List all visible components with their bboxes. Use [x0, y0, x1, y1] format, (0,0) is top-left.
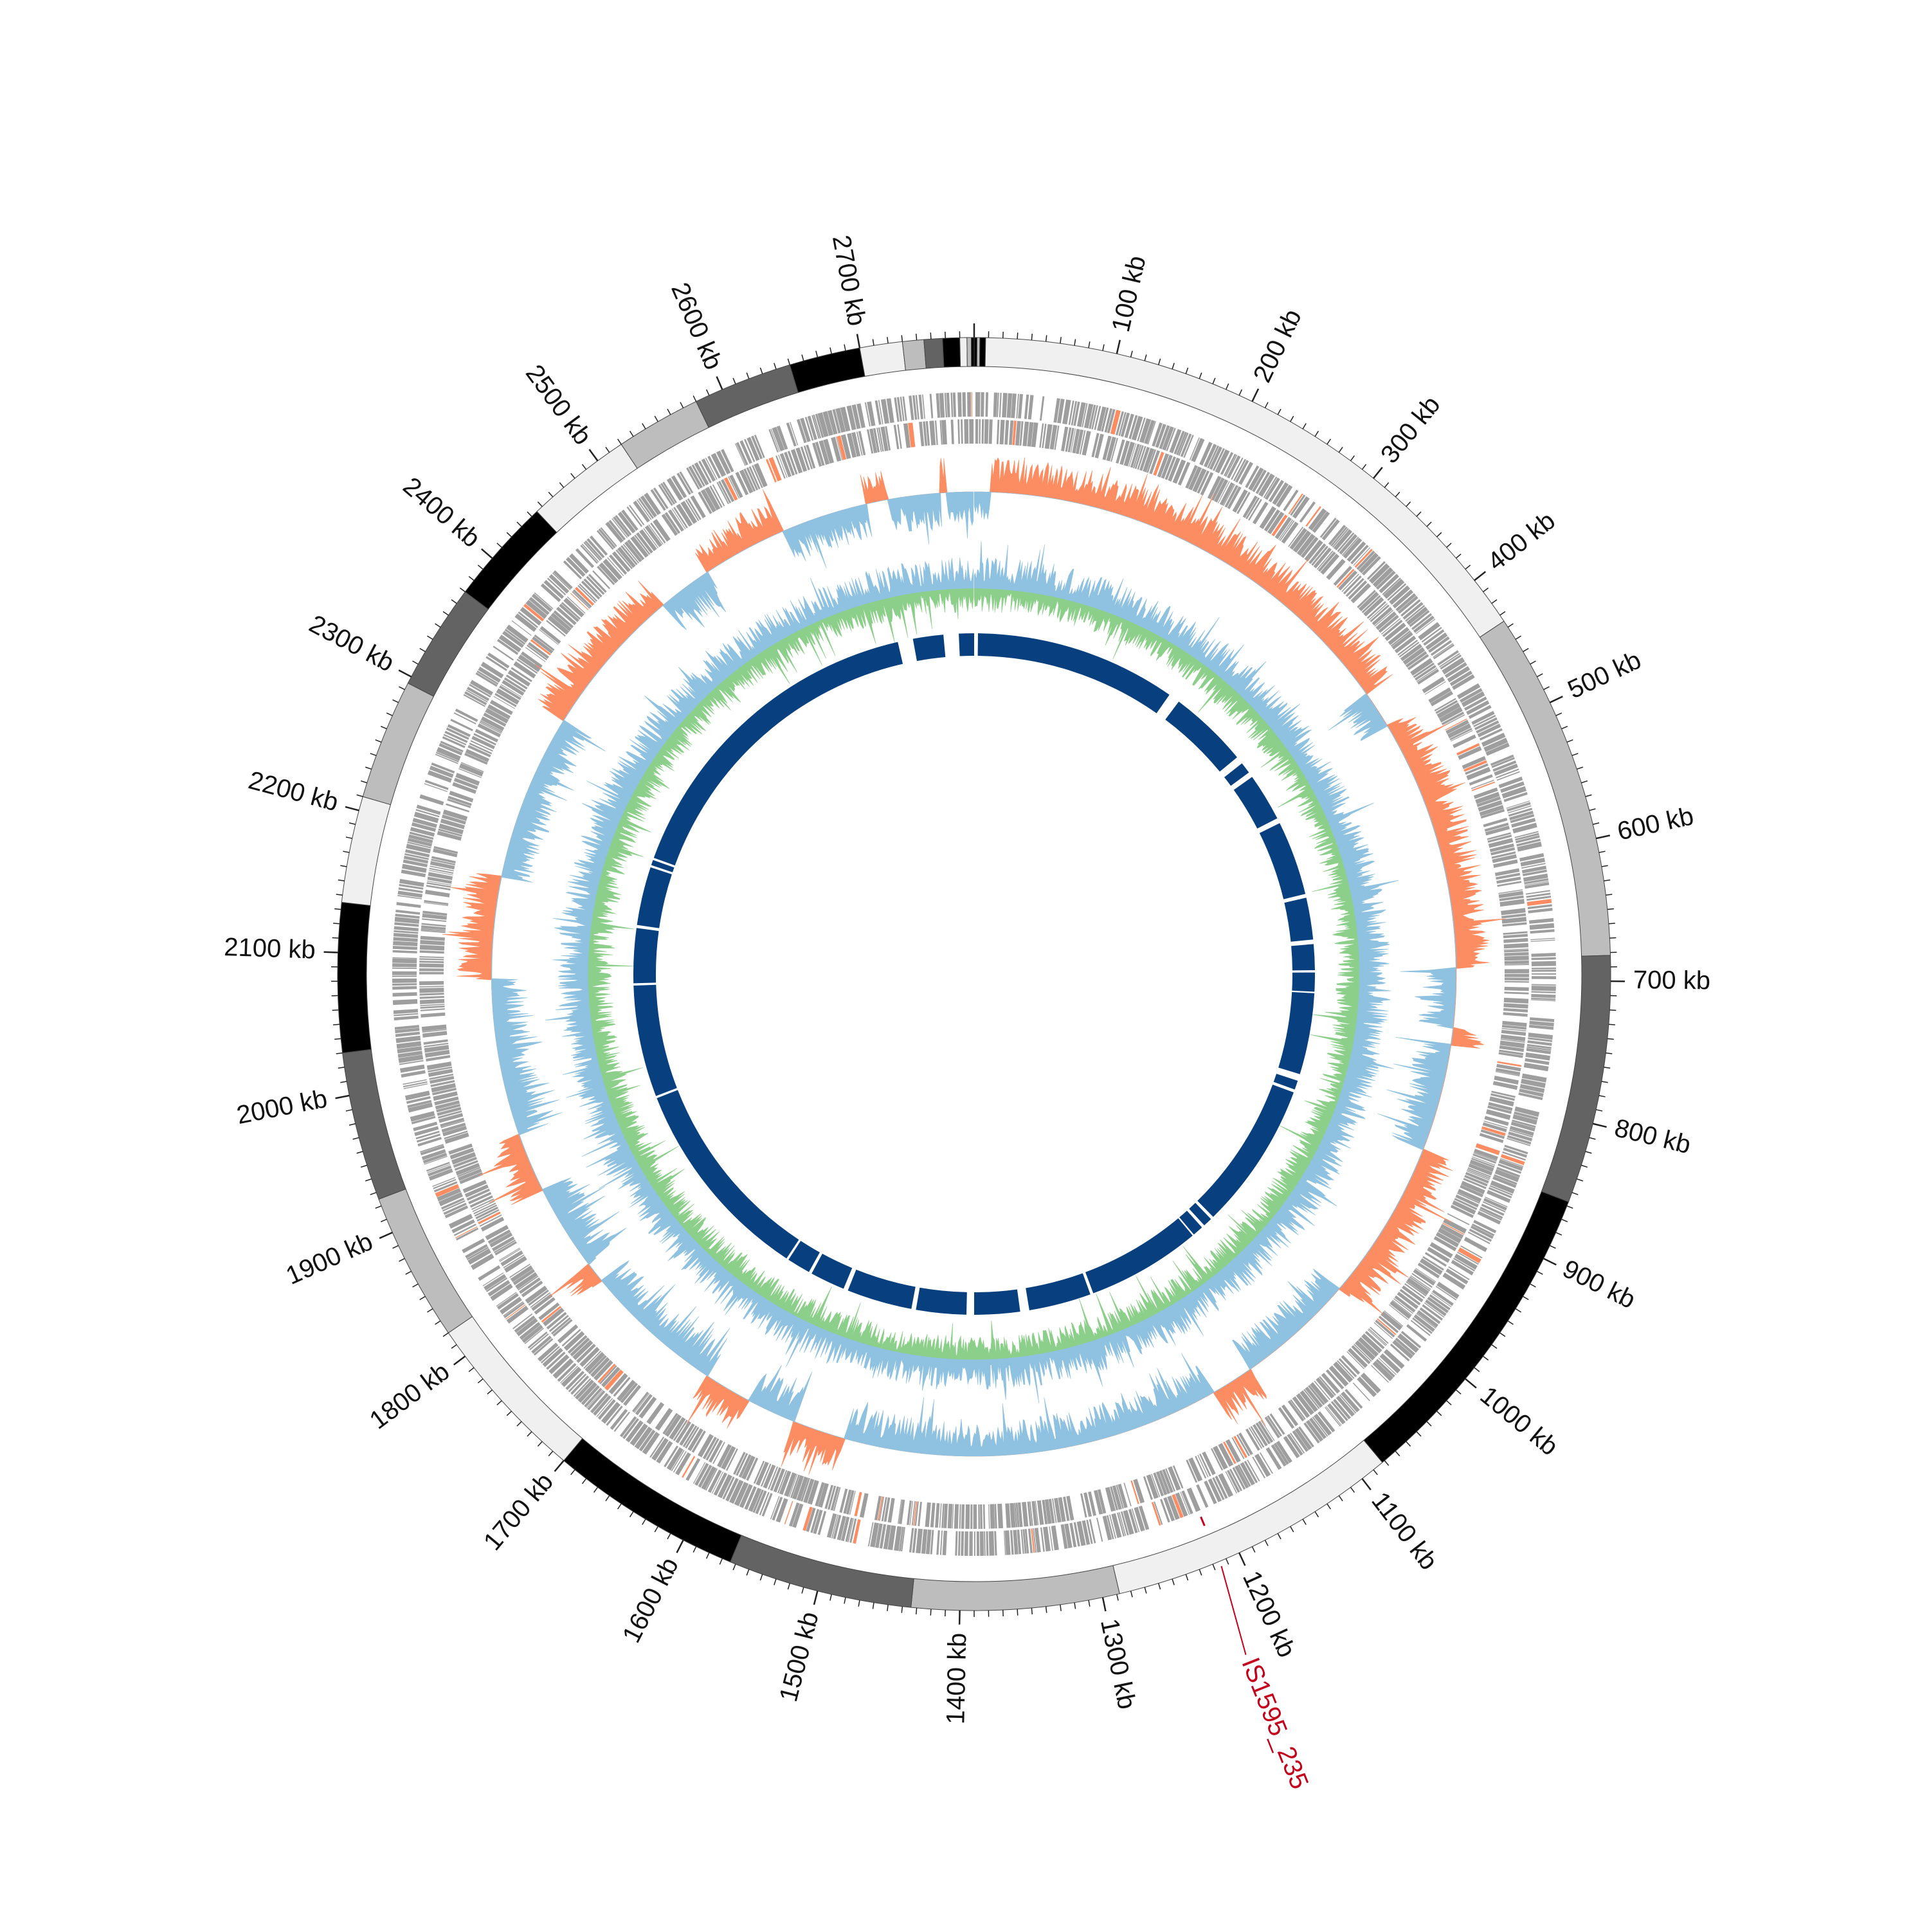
- minor-tick: [1608, 1039, 1614, 1040]
- scale-tick-label: 2100 kb: [224, 933, 316, 964]
- feature-block: [392, 959, 417, 964]
- feature-block: [980, 1531, 984, 1556]
- minor-tick: [332, 938, 339, 939]
- feature-block: [977, 1531, 979, 1556]
- minor-tick: [333, 923, 340, 924]
- feature-block: [419, 981, 444, 985]
- feature-block: [964, 419, 968, 444]
- feature-block: [1505, 987, 1529, 991]
- minor-tick: [1609, 1010, 1616, 1011]
- contig-band: [338, 902, 371, 1052]
- feature-block: [1532, 976, 1556, 979]
- contig-band: [980, 338, 986, 366]
- minor-tick: [334, 908, 341, 909]
- feature-block: [392, 963, 417, 967]
- feature-block: [1505, 955, 1529, 961]
- feature-block: [965, 1504, 970, 1529]
- feature-block: [974, 1504, 977, 1529]
- feature-block: [392, 975, 417, 977]
- feature-block: [984, 419, 989, 444]
- feature-block: [1505, 974, 1529, 977]
- scale-tick-label: 700 kb: [1633, 966, 1711, 995]
- minor-tick: [930, 1609, 931, 1616]
- minor-tick: [916, 1608, 917, 1614]
- feature-block: [981, 392, 984, 417]
- feature-block: [419, 964, 444, 968]
- feature-block: [419, 988, 444, 993]
- feature-block: [1532, 986, 1556, 991]
- feature-block: [975, 392, 980, 417]
- feature-block: [1532, 970, 1556, 971]
- feature-block: [980, 1504, 983, 1529]
- feature-block: [967, 392, 971, 417]
- minor-tick: [1017, 1609, 1018, 1616]
- feature-block: [1505, 961, 1529, 964]
- minor-tick: [1608, 908, 1614, 909]
- contig-band: [972, 338, 974, 366]
- feature-block: [419, 972, 444, 975]
- scale-tick-label: 1400 kb: [941, 1632, 972, 1724]
- feature-block: [989, 1531, 995, 1555]
- contig-band: [924, 338, 944, 368]
- feature-block: [1505, 969, 1529, 973]
- minor-tick: [1609, 923, 1615, 924]
- blast-hit-segment: [1291, 944, 1315, 970]
- minor-tick: [930, 332, 931, 339]
- blast-hit-segment: [959, 633, 974, 656]
- contig-band: [967, 338, 972, 366]
- feature-block: [964, 1531, 968, 1556]
- minor-tick: [1017, 332, 1018, 339]
- blast-hit-segment: [913, 635, 946, 661]
- contig-band: [860, 341, 905, 376]
- contig-band: [943, 338, 961, 367]
- contig-band: [902, 339, 926, 370]
- feature-block: [392, 971, 417, 975]
- minor-tick: [1609, 1024, 1615, 1025]
- feature-block: [969, 419, 974, 444]
- feature-block: [1532, 973, 1556, 975]
- contig-band: [960, 338, 968, 366]
- feature-block: [970, 1504, 972, 1529]
- minor-tick: [1031, 334, 1032, 340]
- feature-block: [969, 1531, 973, 1556]
- blast-hit-segment: [974, 1289, 1020, 1315]
- feature-block: [1505, 978, 1529, 981]
- minor-tick: [333, 1024, 340, 1025]
- feature-block: [979, 419, 981, 444]
- minor-tick: [332, 1010, 339, 1011]
- feature-block: [957, 392, 962, 417]
- feature-block: [419, 968, 444, 971]
- feature-block: [974, 1531, 975, 1556]
- blast-hit-segment: [633, 928, 659, 983]
- feature-block: [961, 1504, 964, 1529]
- minor-tick: [334, 1039, 341, 1040]
- minor-tick: [916, 334, 917, 340]
- minor-tick: [1609, 938, 1616, 939]
- minor-tick: [1031, 1608, 1032, 1614]
- feature-block: [1532, 968, 1556, 970]
- feature-block: [978, 1504, 980, 1529]
- major-tick: [324, 952, 338, 953]
- feature-block: [963, 392, 966, 417]
- feature-block: [1532, 961, 1556, 966]
- feature-block: [975, 419, 978, 444]
- blast-hit-segment: [1292, 973, 1315, 992]
- feature-block: [392, 979, 417, 983]
